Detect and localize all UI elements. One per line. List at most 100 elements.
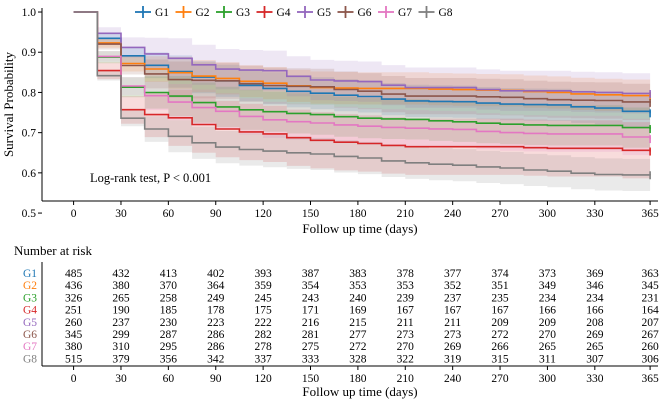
risk-cell: 272	[349, 341, 367, 353]
risk-cell: 287	[160, 329, 178, 341]
risk-cell: 380	[65, 341, 83, 353]
curve-g6	[73, 11, 651, 103]
risk-x-tick-label: 365	[641, 373, 659, 385]
risk-cell: 349	[539, 280, 557, 292]
risk-cell: 436	[65, 280, 83, 292]
risk-row-g3: G3 326 265 258 249 245 243 240 239 237 235 234 234 23…	[23, 292, 659, 304]
risk-cell: 369	[586, 268, 604, 280]
risk-row-label: G8	[23, 353, 37, 365]
legend-item-g5: G5	[297, 6, 331, 19]
risk-cell: 337	[255, 353, 273, 365]
risk-cell: 178	[207, 305, 225, 317]
risk-cell: 265	[112, 292, 130, 304]
risk-row-g5: G5 260 237 230 223 222 216 215 211 211 209 209 208 20…	[23, 317, 659, 329]
risk-cell: 207	[641, 317, 659, 329]
risk-cell: 260	[641, 341, 659, 353]
risk-cell: 175	[255, 305, 273, 317]
risk-row-g6: G6 345 299 287 286 282 281 277 273 273 272 270 269 26…	[23, 329, 659, 341]
risk-cell: 208	[586, 317, 604, 329]
risk-cell: 286	[207, 341, 225, 353]
legend-item-g4: G4	[256, 6, 291, 19]
risk-cell: 379	[112, 353, 130, 365]
legend-label: G6	[358, 7, 372, 19]
risk-cell: 282	[255, 329, 273, 341]
risk-x-tick-label: 90	[210, 373, 222, 385]
risk-cell: 306	[641, 353, 659, 365]
x-tick-label: 0	[71, 208, 77, 220]
risk-row-g2: G2 436 380 370 364 359 354 353 353 352 351 349 346 34…	[23, 280, 659, 292]
risk-x-tick-label: 150	[302, 373, 320, 385]
risk-cell: 311	[539, 353, 556, 365]
legend-label: G1	[155, 7, 169, 19]
risk-cell: 240	[349, 292, 367, 304]
risk-x-tick-label: 330	[586, 373, 604, 385]
risk-cell: 326	[65, 292, 83, 304]
risk-cell: 485	[65, 268, 83, 280]
risk-cell: 380	[112, 280, 130, 292]
x-axis-label: Follow up time (days)	[302, 221, 417, 236]
risk-row-label: G5	[23, 317, 37, 329]
x-tick-label: 330	[586, 208, 604, 220]
risk-row-label: G1	[23, 268, 37, 280]
ci-band-g5	[73, 12, 651, 115]
risk-cell: 209	[539, 317, 557, 329]
km-plot: 0.5 0.6 0.7 0.8 0.9 1.0 0 30 60 90 120 150 180 210 24…	[1, 7, 659, 236]
legend-label: G8	[439, 7, 453, 19]
survival-curves	[73, 11, 651, 176]
y-tick-label: 0.8	[22, 87, 37, 99]
risk-row-g8: G8 515 379 356 342 337 333 328 322 319 315 311 307 30…	[23, 353, 659, 365]
risk-cell: 356	[160, 353, 178, 365]
curve-g7	[73, 11, 651, 140]
risk-cell: 402	[207, 268, 225, 280]
ci-band-g6	[73, 12, 651, 121]
risk-cell: 374	[491, 268, 509, 280]
risk-cell: 249	[207, 292, 225, 304]
risk-cell: 328	[349, 353, 367, 365]
risk-cell: 315	[491, 353, 509, 365]
curve-g5	[73, 11, 651, 95]
risk-cell: 275	[302, 341, 320, 353]
risk-cell: 269	[586, 329, 604, 341]
risk-cell: 387	[302, 268, 320, 280]
risk-row-g7: G7 380 310 295 286 278 275 272 270 269 266 265 265 26…	[23, 341, 659, 353]
risk-cell: 277	[349, 329, 367, 341]
x-tick-label: 210	[397, 208, 415, 220]
risk-row-g4: G4 251 190 185 178 175 171 169 167 167 167 166 166 16…	[23, 305, 659, 317]
risk-cell: 237	[444, 292, 462, 304]
risk-cell: 245	[255, 292, 273, 304]
risk-cell: 169	[349, 305, 367, 317]
risk-row-g1: G1 485 432 413 402 393 387 383 378 377 374 373 369 36…	[23, 268, 659, 280]
risk-cell: 265	[586, 341, 604, 353]
risk-cell: 270	[539, 329, 557, 341]
risk-cell: 222	[255, 317, 273, 329]
legend-label: G2	[196, 7, 210, 19]
risk-x-tick-label: 30	[115, 373, 127, 385]
risk-x-axis-ticks: 0 30 60 90 120 150 180 210 240 270 300 330 365	[71, 366, 659, 385]
risk-cell: 373	[539, 268, 557, 280]
risk-cell: 432	[112, 268, 130, 280]
legend-item-g3: G3	[216, 6, 250, 19]
risk-cell: 166	[586, 305, 604, 317]
y-tick-label: 1.0	[22, 7, 37, 19]
y-tick-label: 0.9	[22, 47, 37, 59]
risk-cell: 393	[255, 268, 273, 280]
risk-cell: 239	[397, 292, 415, 304]
risk-cell: 413	[160, 268, 178, 280]
risk-cell: 345	[641, 280, 659, 292]
legend-item-g7: G7	[378, 6, 412, 19]
risk-cell: 286	[207, 329, 225, 341]
risk-cell: 171	[302, 305, 320, 317]
risk-cell: 185	[160, 305, 178, 317]
legend-item-g1: G1	[135, 6, 169, 19]
legend-label: G5	[317, 7, 331, 19]
x-tick-label: 300	[539, 208, 557, 220]
risk-cell: 243	[302, 292, 320, 304]
risk-cell: 167	[397, 305, 415, 317]
x-tick-label: 120	[255, 208, 273, 220]
y-tick-label: 0.7	[22, 128, 37, 140]
risk-cell: 322	[397, 353, 415, 365]
risk-x-tick-label: 240	[444, 373, 462, 385]
y-tick-label: 0.5	[22, 208, 37, 220]
risk-cell: 235	[491, 292, 509, 304]
risk-cell: 167	[491, 305, 509, 317]
